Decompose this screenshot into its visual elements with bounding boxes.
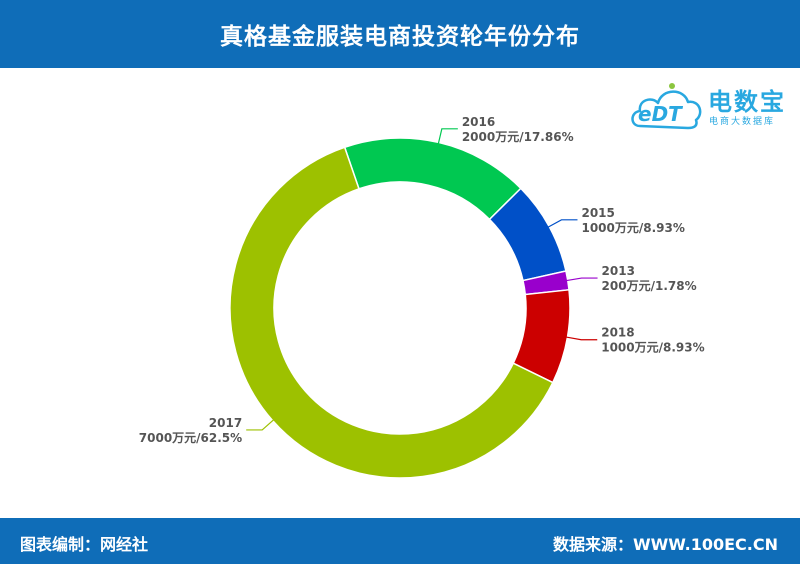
donut-slices bbox=[229, 137, 571, 479]
logo-cloud-text: eDT bbox=[638, 102, 682, 126]
slice-year-label-2015: 2015 bbox=[581, 206, 614, 220]
slice-2016 bbox=[343, 137, 522, 221]
logo-brand: 电数宝 bbox=[708, 88, 786, 116]
slice-value-label-2016: 2000万元/17.86% bbox=[462, 130, 574, 144]
slice-value-label-2017: 7000万元/62.5% bbox=[139, 431, 242, 445]
leader-2015 bbox=[547, 219, 578, 228]
slice-value-label-2015: 1000万元/8.93% bbox=[581, 221, 684, 235]
footer-source: 数据来源：WWW.100EC.CN bbox=[552, 535, 778, 554]
slice-value-label-2013: 200万元/1.78% bbox=[602, 279, 697, 293]
leader-2018 bbox=[565, 336, 598, 341]
logo-subtitle: 电商大数据库 bbox=[709, 117, 776, 127]
chart-header: 真格基金服装电商投资轮年份分布 bbox=[0, 0, 800, 68]
slice-2017 bbox=[229, 146, 554, 479]
slice-year-label-2017: 2017 bbox=[209, 416, 242, 430]
chart-title: 真格基金服装电商投资轮年份分布 bbox=[220, 24, 580, 50]
leader-2017 bbox=[246, 418, 275, 431]
donut-chart: 20162000万元/17.86%20151000万元/8.93%2013200… bbox=[139, 115, 705, 479]
leader-2013 bbox=[565, 277, 598, 282]
cloud-logo-icon bbox=[631, 83, 702, 130]
slice-year-label-2016: 2016 bbox=[462, 115, 495, 129]
leader-2016 bbox=[437, 128, 458, 145]
label-leader-lines bbox=[246, 128, 598, 431]
edt-logo: eDT 电数宝 电商大数据库 bbox=[628, 76, 794, 136]
slice-year-label-2013: 2013 bbox=[602, 264, 635, 278]
chart-footer: 图表编制：网经社 数据来源：WWW.100EC.CN bbox=[0, 518, 800, 564]
footer-credit: 图表编制：网经社 bbox=[20, 535, 149, 554]
slice-value-label-2018: 1000万元/8.93% bbox=[601, 341, 704, 355]
slice-year-label-2018: 2018 bbox=[601, 326, 634, 340]
slice-labels: 20162000万元/17.86%20151000万元/8.93%2013200… bbox=[139, 115, 705, 445]
